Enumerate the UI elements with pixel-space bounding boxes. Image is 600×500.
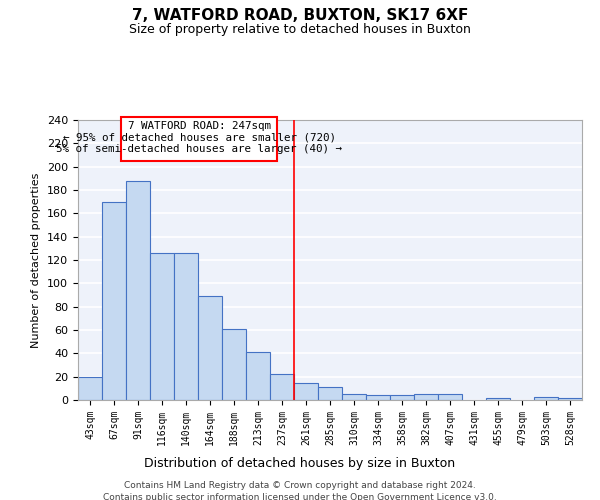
Bar bbox=[534, 396, 558, 400]
Bar bbox=[246, 352, 270, 400]
Bar bbox=[174, 253, 198, 400]
Bar bbox=[486, 398, 510, 400]
Bar bbox=[414, 394, 438, 400]
Text: 7 WATFORD ROAD: 247sqm: 7 WATFORD ROAD: 247sqm bbox=[128, 121, 271, 131]
Bar bbox=[390, 396, 414, 400]
Text: 5% of semi-detached houses are larger (40) →: 5% of semi-detached houses are larger (4… bbox=[56, 144, 342, 154]
Bar bbox=[558, 398, 582, 400]
Bar bbox=[294, 382, 318, 400]
Bar bbox=[270, 374, 294, 400]
Text: Distribution of detached houses by size in Buxton: Distribution of detached houses by size … bbox=[145, 458, 455, 470]
Text: ← 95% of detached houses are smaller (720): ← 95% of detached houses are smaller (72… bbox=[62, 133, 336, 143]
Bar bbox=[318, 387, 342, 400]
Bar bbox=[222, 329, 246, 400]
FancyBboxPatch shape bbox=[121, 116, 277, 161]
Bar bbox=[198, 296, 222, 400]
Y-axis label: Number of detached properties: Number of detached properties bbox=[31, 172, 41, 348]
Text: Contains public sector information licensed under the Open Government Licence v3: Contains public sector information licen… bbox=[103, 492, 497, 500]
Bar bbox=[438, 394, 462, 400]
Text: Size of property relative to detached houses in Buxton: Size of property relative to detached ho… bbox=[129, 22, 471, 36]
Bar bbox=[126, 180, 150, 400]
Bar bbox=[150, 253, 174, 400]
Bar bbox=[366, 396, 390, 400]
Bar bbox=[78, 376, 102, 400]
Bar bbox=[102, 202, 126, 400]
Text: 7, WATFORD ROAD, BUXTON, SK17 6XF: 7, WATFORD ROAD, BUXTON, SK17 6XF bbox=[132, 8, 468, 22]
Bar bbox=[342, 394, 366, 400]
Text: Contains HM Land Registry data © Crown copyright and database right 2024.: Contains HM Land Registry data © Crown c… bbox=[124, 481, 476, 490]
